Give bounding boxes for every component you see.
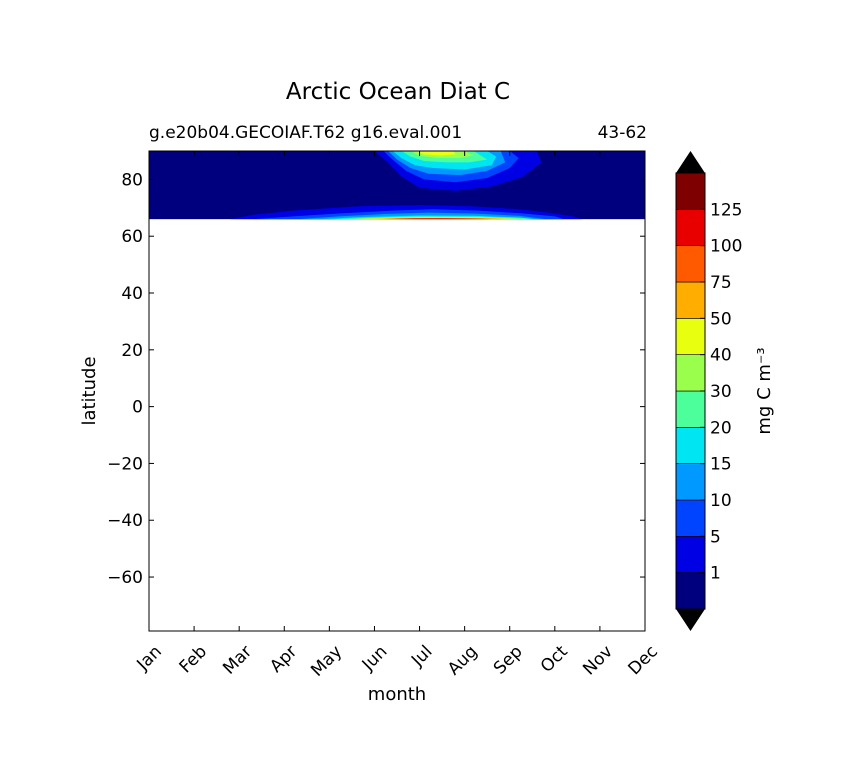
colorbar-segment <box>675 354 706 392</box>
y-tick-label: −20 <box>107 454 143 474</box>
colorbar-extend-max <box>676 151 705 173</box>
contour-band <box>415 151 456 156</box>
x-tick-label: Mar <box>219 642 256 679</box>
colorbar-tick-label: 75 <box>710 273 732 293</box>
colorbar-tick-label: 100 <box>710 237 742 257</box>
colorbar-segment <box>675 209 706 246</box>
colorbar-tick-label: 15 <box>710 455 732 475</box>
chart-title: Arctic Ocean Diat C <box>286 79 510 105</box>
contour-band <box>383 218 492 220</box>
colorbar-segment <box>675 572 706 610</box>
y-axis-label: latitude <box>79 356 100 425</box>
colorbar-segment <box>675 536 706 573</box>
y-tick-label: 80 <box>121 170 143 190</box>
y-tick-label: 40 <box>121 284 143 304</box>
colorbar-segment <box>675 281 706 319</box>
colorbar-segment <box>675 463 706 501</box>
y-tick-label: 60 <box>121 227 143 247</box>
colorbar-segment <box>675 499 706 537</box>
colorbar-segment <box>675 245 706 283</box>
x-tick-label: Aug <box>444 642 482 680</box>
x-tick-label: Jan <box>133 642 166 675</box>
colorbar-tick-label: 1 <box>710 564 721 584</box>
plot-background <box>149 151 645 631</box>
contour-field <box>149 151 645 220</box>
y-tick-label: −60 <box>107 568 143 588</box>
x-tick-label: Feb <box>176 642 211 677</box>
chart-subtitle-right: 43-62 <box>598 123 647 143</box>
y-axis: 80 60 40 20 0 −20 −40 −60 <box>107 170 645 588</box>
colorbar-tick-label: 125 <box>710 200 742 220</box>
colorbar-extend-min <box>676 609 705 631</box>
x-tick-label: Dec <box>625 642 662 679</box>
colorbar-label: mg C m⁻³ <box>754 347 775 434</box>
colorbar-segment <box>675 427 706 464</box>
colorbar-tick-label: 10 <box>710 491 732 511</box>
chart-subtitle-left: g.e20b04.GECOIAF.T62 g16.eval.001 <box>149 123 462 143</box>
y-tick-label: 0 <box>132 398 143 418</box>
x-tick-label: May <box>307 642 346 681</box>
x-tick-label: Nov <box>579 642 617 680</box>
x-axis-label: month <box>368 684 426 705</box>
colorbar-segment <box>675 390 706 428</box>
colorbar-tick-label: 5 <box>710 527 721 547</box>
x-tick-label: Jul <box>407 642 436 671</box>
colorbar-tick-label: 40 <box>710 346 732 366</box>
colorbar-tick-label: 30 <box>710 382 732 402</box>
plot-frame <box>148 150 646 632</box>
x-tick-label: Jun <box>358 642 392 676</box>
colorbar-segment <box>675 172 706 210</box>
x-tick-label: Apr <box>266 642 301 677</box>
y-tick-label: 20 <box>121 341 143 361</box>
colorbar-tick-label: 50 <box>710 309 732 329</box>
x-tick-label: Sep <box>490 642 527 679</box>
plot-area <box>148 150 646 632</box>
colorbar-tick-label: 20 <box>710 418 732 438</box>
y-tick-label: −40 <box>107 511 143 531</box>
x-tick-label: Oct <box>537 642 572 677</box>
colorbar-segment <box>675 318 706 355</box>
